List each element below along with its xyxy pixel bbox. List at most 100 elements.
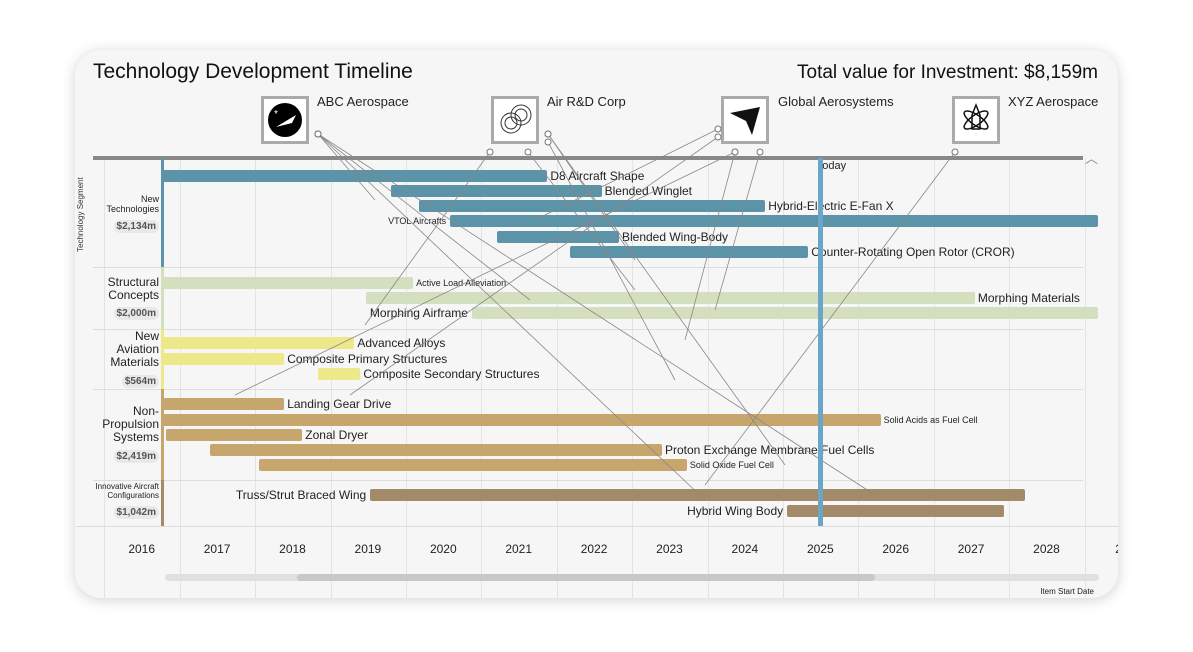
timeline-bar[interactable]: [162, 277, 414, 289]
aircraft-globe-icon: *: [268, 103, 302, 137]
timeline-bar[interactable]: [390, 185, 602, 197]
bar-label: Counter-Rotating Open Rotor (CROR): [811, 245, 1015, 259]
year-tick-label: 2019: [354, 542, 382, 556]
year-tick-label: 2022: [580, 542, 608, 556]
segment-color-rail: [161, 158, 164, 267]
year-tick-label: 2024: [731, 542, 759, 556]
bar-label: Active Load Alleviation: [416, 278, 507, 288]
timeline-top-rule: [93, 156, 1083, 160]
timeline-bar[interactable]: [162, 170, 548, 182]
connector-node[interactable]: [314, 130, 322, 138]
segment-label[interactable]: New Technologies $2,134m: [93, 194, 159, 233]
connector-node[interactable]: [314, 130, 322, 138]
timeline-card: Technology Development Timeline Total va…: [75, 50, 1118, 598]
company-logo-global[interactable]: [721, 96, 769, 144]
sort-label: Item Start Date: [1040, 587, 1094, 596]
segment-name: Innovative Aircraft Configurations: [95, 482, 159, 500]
segment-color-rail: [161, 329, 164, 389]
connector-node[interactable]: [544, 130, 552, 138]
segment-color-rail: [161, 480, 164, 526]
scrollbar-thumb[interactable]: [297, 574, 875, 581]
timeline-bar[interactable]: [471, 307, 1098, 319]
bar-label: Morphing Airframe: [369, 306, 468, 320]
timeline-bar[interactable]: [162, 353, 285, 365]
bar-label: Blended Winglet: [604, 184, 693, 198]
company-name: XYZ Aerospace: [1008, 94, 1099, 109]
segment-amount: $2,000m: [113, 307, 159, 321]
year-tick-label: 2020: [429, 542, 457, 556]
company-logo-xyz[interactable]: [952, 96, 1000, 144]
timeline-bar[interactable]: [162, 398, 285, 410]
segment-divider: [93, 329, 1083, 330]
segment-amount: $1,042m: [113, 505, 159, 519]
connector-node[interactable]: [731, 148, 739, 156]
year-tick-label: 2028: [1033, 542, 1060, 556]
timeline-bar[interactable]: [496, 231, 619, 243]
timeline-bar[interactable]: [419, 200, 766, 212]
year-tick-label: 2017: [203, 542, 231, 556]
timeline-bar[interactable]: [165, 429, 303, 441]
segment-name: New Aviation Materials: [110, 329, 159, 370]
company-logo-abc[interactable]: *: [261, 96, 309, 144]
segment-divider: [93, 389, 1083, 390]
bar-label: Truss/Strut Braced Wing: [235, 488, 367, 502]
company-name: Global Aerosystems: [778, 94, 894, 109]
grid-line: [1084, 158, 1086, 598]
timeline-bar[interactable]: [162, 337, 355, 349]
year-tick-label: 2026: [882, 542, 910, 556]
grid-line: [104, 158, 106, 598]
horizontal-scrollbar[interactable]: [165, 574, 1099, 581]
segment-amount: $564m: [121, 374, 159, 388]
connector-node[interactable]: [756, 148, 764, 156]
timeline-bar[interactable]: [787, 505, 1005, 517]
bar-label: Proton Exchange Membrane Fuel Cells: [664, 443, 875, 457]
timeline-bar[interactable]: [259, 459, 687, 471]
year-tick-label: 2021: [505, 542, 533, 556]
connector-node[interactable]: [544, 130, 552, 138]
segment-color-rail: [161, 389, 164, 480]
year-tick-label: 2016: [128, 542, 156, 556]
bar-label: Landing Gear Drive: [287, 397, 392, 411]
collapse-chevron-icon[interactable]: ︿: [1085, 151, 1099, 166]
segment-label[interactable]: Non-Propulsion Systems $2,419m: [93, 404, 159, 463]
timeline-bar[interactable]: [365, 292, 975, 304]
segment-label[interactable]: Structural Concepts $2,000m: [93, 275, 159, 321]
bar-label: Hybrid Wing Body: [687, 504, 784, 518]
year-tick-label: 2023: [656, 542, 683, 556]
total-investment: Total value for Investment: $8,159m: [797, 62, 1098, 83]
company-name: Air R&D Corp: [547, 94, 626, 109]
timeline-bar[interactable]: [318, 368, 361, 380]
segment-name: Structural Concepts: [107, 275, 159, 303]
segment-label[interactable]: New Aviation Materials $564m: [93, 329, 159, 388]
timeline-bar[interactable]: [450, 215, 1098, 227]
connector-node[interactable]: [314, 130, 322, 138]
timeline-bar[interactable]: [569, 246, 809, 258]
segment-color-rail: [161, 267, 164, 329]
svg-text:*: *: [274, 109, 278, 120]
connector-node[interactable]: [951, 148, 959, 156]
connector-node[interactable]: [731, 148, 739, 156]
timeline-bar[interactable]: [162, 414, 881, 426]
year-tick-label: 2025: [806, 542, 834, 556]
connector-node[interactable]: [544, 138, 552, 146]
connector-node[interactable]: [486, 148, 494, 156]
bar-label: VTOL Aircrafts: [388, 216, 447, 226]
year-tick-label: 5: [75, 542, 96, 556]
bar-label: Solid Oxide Fuel Cell: [689, 460, 774, 470]
bar-label: Advanced Alloys: [357, 336, 446, 350]
bar-label: Solid Acids as Fuel Cell: [883, 415, 978, 425]
page-title: Technology Development Timeline: [93, 60, 413, 83]
timeline-bar[interactable]: [370, 489, 1026, 501]
company-logo-air-rd[interactable]: [491, 96, 539, 144]
angular-wings-icon: [730, 107, 760, 135]
grid-line: [1009, 158, 1011, 598]
bar-label: Morphing Materials: [977, 291, 1080, 305]
bar-label: Blended Wing-Body: [621, 230, 729, 244]
connector-node[interactable]: [524, 148, 532, 156]
segment-divider: [93, 267, 1083, 268]
connector-node[interactable]: [314, 130, 322, 138]
timeline-bar[interactable]: [209, 444, 662, 456]
year-tick-label: 2027: [957, 542, 985, 556]
segment-label[interactable]: Innovative Aircraft Configurations $1,042…: [93, 482, 159, 519]
bar-label: Hybrid-Electric E-Fan X: [768, 199, 894, 213]
